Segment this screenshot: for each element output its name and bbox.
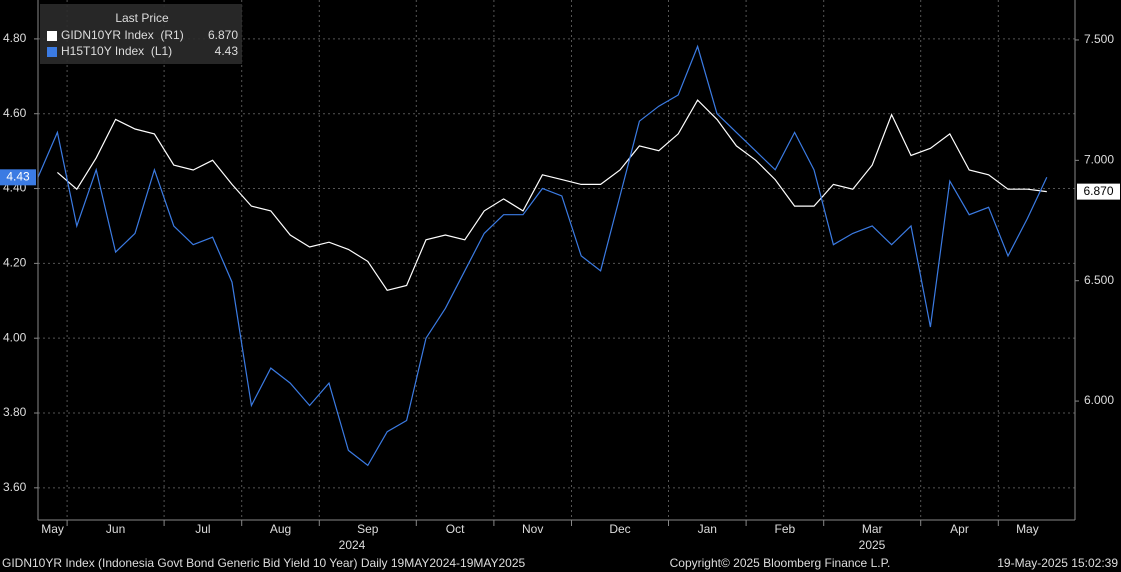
x-tick-label: Jun (106, 522, 125, 536)
series-line (37, 44, 1048, 467)
x-tick-label: Sep (357, 522, 379, 536)
legend-entry: H15T10Y Index (L1) (61, 44, 172, 58)
y2-tick-label: 7.500 (1084, 32, 1114, 46)
legend-swatch (47, 31, 57, 41)
series-line (57, 99, 1047, 291)
x-tick-label: May (41, 522, 64, 536)
footer-right: 19-May-2025 15:02:39 (997, 556, 1118, 570)
x-tick-label: May (1016, 522, 1039, 536)
y2-tick-label: 6.000 (1084, 393, 1114, 407)
x-tick-label: Nov (522, 522, 543, 536)
grid-layer (34, 0, 1079, 526)
footer-left: GIDN10YR Index (Indonesia Govt Bond Gene… (2, 556, 526, 570)
x-tick-label: Apr (950, 522, 969, 536)
y-tick-label: 3.60 (3, 480, 27, 494)
line-layer (37, 44, 1048, 467)
footer-center: Copyright© 2025 Bloomberg Finance L.P. (670, 556, 891, 570)
legend: Last Price GIDN10YR Index (R1) 6.870 H15T1… (40, 4, 242, 64)
last-value-label: 6.870 (1083, 184, 1113, 198)
y-tick-label: 3.80 (3, 405, 27, 419)
x-tick-label: Aug (270, 522, 291, 536)
y-tick-label: 4.20 (3, 256, 27, 270)
y2-tick-label: 6.500 (1084, 273, 1114, 287)
legend-swatch (47, 47, 57, 57)
legend-title: Last Price (115, 11, 169, 25)
y-tick-label: 4.60 (3, 106, 27, 120)
last-value-box (1077, 183, 1120, 200)
legend-value: 4.43 (215, 44, 239, 58)
legend-value: 6.870 (208, 28, 238, 42)
x-tick-label: Jul (195, 522, 210, 536)
y-tick-label: 4.00 (3, 330, 27, 344)
y2-tick-label: 7.000 (1084, 153, 1114, 167)
x-tick-label: Feb (775, 522, 796, 536)
last-value-label: 4.43 (6, 169, 30, 183)
x-tick-label: Oct (446, 522, 465, 536)
legend-box (40, 4, 242, 64)
x-tick-label: Dec (609, 522, 630, 536)
last-value-box (0, 169, 36, 186)
y-tick-label: 4.80 (3, 31, 27, 45)
x-tick-label: Mar (862, 522, 883, 536)
year-label: 2025 (859, 538, 886, 552)
x-tick-label: Jan (698, 522, 717, 536)
legend-entry: GIDN10YR Index (R1) (61, 28, 184, 42)
year-label: 2024 (339, 538, 366, 552)
